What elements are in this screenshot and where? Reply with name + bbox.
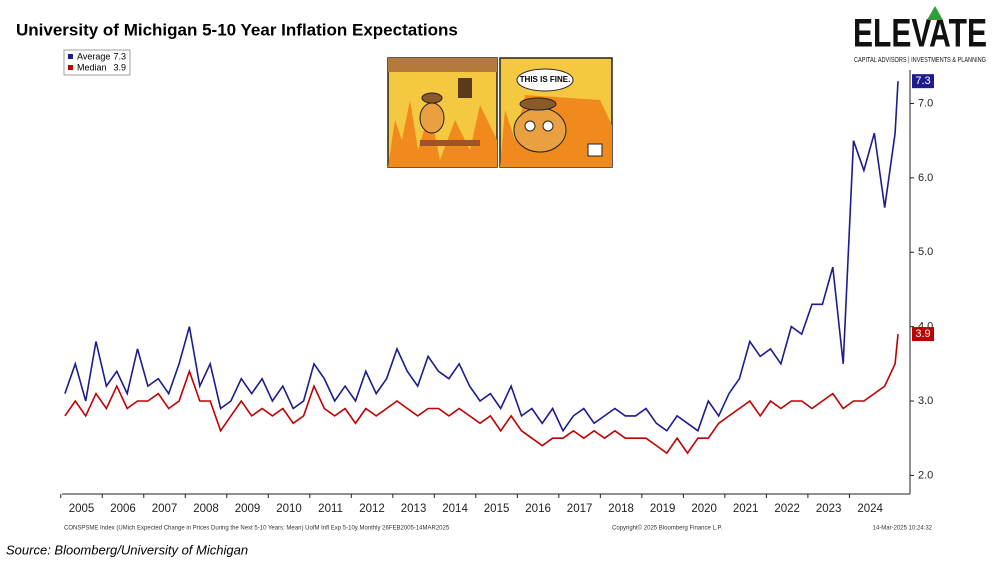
legend-value: 7.3 [113, 51, 126, 61]
x-tick-label: 2005 [69, 503, 95, 515]
logo-tagline: CAPITAL ADVISORS | INVESTMENTS & PLANNIN… [854, 57, 986, 64]
legend-swatch [68, 54, 73, 59]
y-tick-label: 6.0 [918, 172, 933, 184]
x-tick-label: 2023 [816, 503, 842, 515]
x-tick-label: 2015 [484, 503, 510, 515]
x-tick-label: 2021 [733, 503, 759, 515]
meme-bubble [516, 68, 574, 92]
footer-timestamp: 14-Mar-2025 10:24:32 [873, 526, 933, 532]
series-line [64, 81, 899, 433]
footer-copyright: Copyright© 2025 Bloomberg Finance L.P. [612, 525, 723, 532]
logo-arrow [927, 6, 943, 20]
x-tick-label: 2007 [152, 503, 178, 515]
meme-fire [388, 100, 497, 167]
x-tick-label: 2010 [276, 503, 302, 515]
y-tick-label: 3.0 [918, 395, 933, 407]
meme-ceiling [388, 58, 497, 72]
x-tick-label: 2012 [359, 503, 385, 515]
logo-text: ELEVATE [853, 12, 987, 56]
meme-mug [587, 143, 603, 157]
logo: ELEVATE CAPITAL ADVISORS | INVESTMENTS &… [853, 6, 987, 64]
source: Source: Bloomberg/University of Michigan [6, 542, 248, 557]
last-value-tag [912, 327, 934, 342]
meme-eye [524, 120, 536, 132]
legend-swatch [68, 65, 73, 70]
x-tick-label: 2024 [857, 503, 883, 515]
chart-title: University of Michigan 5-10 Year Inflati… [16, 20, 458, 39]
x-tick-label: 2009 [235, 503, 261, 515]
meme-eye [542, 120, 554, 132]
x-tick-label: 2014 [442, 503, 468, 515]
meme-caption: THIS IS FINE. [520, 75, 571, 84]
x-tick-label: 2022 [774, 503, 800, 515]
x-tick-label: 2011 [318, 503, 343, 515]
series-line [64, 334, 899, 455]
y-tick-label: 5.0 [918, 246, 933, 258]
last-value-label: 7.3 [915, 75, 930, 87]
legend-label: Median [77, 62, 107, 72]
x-tick-label: 2019 [650, 503, 676, 515]
x-tick-label: 2006 [110, 503, 136, 515]
y-tick-label: 2.0 [918, 469, 933, 481]
meme-dog [419, 102, 445, 134]
x-tick-label: 2020 [691, 503, 717, 515]
meme-picture [458, 78, 472, 98]
last-value-label: 3.9 [915, 328, 930, 340]
x-tick-label: 2018 [608, 503, 634, 515]
x-tick-label: 2017 [567, 503, 593, 515]
legend-box [63, 49, 131, 76]
meme-hat [519, 97, 557, 111]
meme-hat [421, 92, 443, 104]
footer-note: CONSPSME Index (UMich Expected Change in… [64, 526, 450, 532]
y-tick-label: 7.0 [918, 97, 933, 109]
x-tick-label: 2013 [401, 503, 427, 515]
legend-value: 3.9 [113, 62, 126, 72]
last-value-tag [912, 74, 934, 89]
x-tick-label: 2016 [525, 503, 551, 515]
legend-label: Average [77, 51, 110, 61]
meme-dog [513, 107, 567, 153]
meme-table [420, 140, 480, 146]
meme-image: THIS IS FINE. [387, 57, 613, 168]
x-tick-label: 2008 [193, 503, 219, 515]
legend: Average 7.3 Median 3.9 [63, 49, 131, 76]
